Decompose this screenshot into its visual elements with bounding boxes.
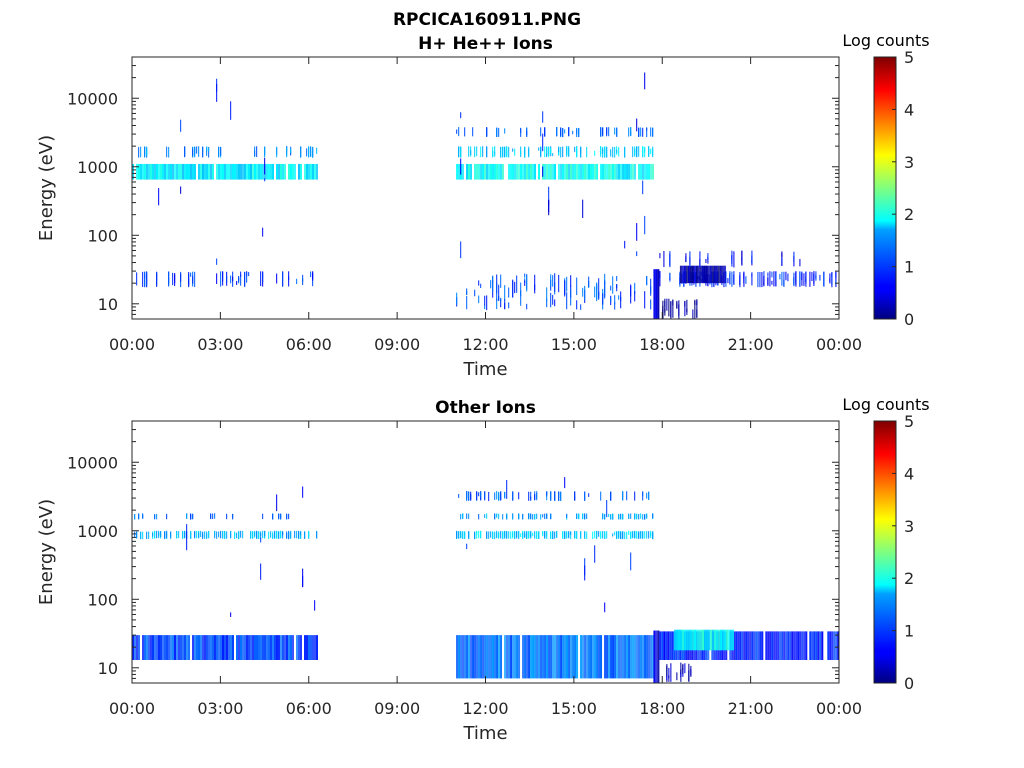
heatmap-feature <box>674 629 735 651</box>
x-tick-label: 00:00 <box>816 699 862 718</box>
heatmap-feature <box>659 250 801 268</box>
panel-other-ions: Other Ions 00:00 03:00 06:00 09:00 12:00 15:00… <box>36 395 930 744</box>
heatmap-feature <box>662 298 698 319</box>
x-axis-label: Time <box>462 723 507 744</box>
colorbar-tick-label: 2 <box>904 569 914 588</box>
heatmap-feature <box>460 72 646 259</box>
heatmap-feature <box>132 163 318 180</box>
y-tick-label: 10000 <box>67 89 118 108</box>
figure-title: RPCICA160911.PNG <box>393 10 581 30</box>
heatmap-feature <box>138 146 318 158</box>
y-tick-label: 1000 <box>77 158 118 177</box>
panel-h-he-ions: H+ He++ Ions 00:00 03:00 06:00 09:00 12:00 15:… <box>36 31 930 380</box>
heatmap-feature <box>456 530 654 540</box>
heatmap-feature <box>653 269 660 319</box>
colorbar-label: Log counts <box>842 395 929 414</box>
colorbar-tick-label: 0 <box>904 674 914 693</box>
x-tick-label: 18:00 <box>639 335 685 354</box>
colorbar-label: Log counts <box>842 31 929 50</box>
x-tick-label: 15:00 <box>551 335 597 354</box>
x-tick-label: 00:00 <box>109 335 155 354</box>
panel-title: Other Ions <box>435 398 536 418</box>
y-tick-label: 10 <box>98 295 118 314</box>
x-tick-label: 06:00 <box>286 335 332 354</box>
heatmap-feature <box>458 146 654 158</box>
heatmap <box>132 477 839 683</box>
heatmap <box>132 72 837 319</box>
x-tick-label: 09:00 <box>374 335 420 354</box>
x-tick-label: 00:00 <box>109 699 155 718</box>
colorbar-tick-label: 0 <box>904 310 914 329</box>
heatmap-feature <box>458 491 650 502</box>
x-tick-label: 06:00 <box>286 699 332 718</box>
x-tick-label: 12:00 <box>462 335 508 354</box>
colorbar-tick-label: 3 <box>904 517 914 536</box>
colorbar-tick-label: 3 <box>904 153 914 172</box>
x-tick-label: 21:00 <box>728 699 774 718</box>
colorbar-tick-label: 2 <box>904 205 914 224</box>
heatmap-feature <box>136 271 314 288</box>
heatmap-feature <box>158 78 266 265</box>
colorbar-tick-label: 1 <box>904 258 914 277</box>
heatmap-feature <box>456 273 652 311</box>
heatmap-feature <box>186 486 316 617</box>
x-tick-label: 09:00 <box>374 699 420 718</box>
y-tick-label: 10 <box>98 659 118 678</box>
colorbar-tick-label: 5 <box>904 412 914 431</box>
colorbar-tick-label: 1 <box>904 622 914 641</box>
colorbar <box>873 420 897 684</box>
colorbar-tick-label: 4 <box>904 464 914 483</box>
heatmap-feature <box>456 127 654 138</box>
panel-title: H+ He++ Ions <box>418 34 553 54</box>
x-tick-label: 12:00 <box>462 699 508 718</box>
heatmap-feature <box>134 513 290 520</box>
y-tick-label: 100 <box>87 590 118 609</box>
y-axis-label: Energy (eV) <box>36 135 57 241</box>
x-axis-label: Time <box>462 359 507 380</box>
x-tick-label: 18:00 <box>639 699 685 718</box>
heatmap-feature <box>653 630 660 683</box>
colorbar-tick-label: 5 <box>904 48 914 67</box>
heatmap-feature <box>456 635 655 679</box>
y-axis-label: Energy (eV) <box>36 499 57 605</box>
y-tick-label: 100 <box>87 226 118 245</box>
x-tick-label: 03:00 <box>197 699 243 718</box>
heatmap-feature <box>666 662 692 682</box>
y-tick-label: 10000 <box>67 453 118 472</box>
x-tick-label: 00:00 <box>816 335 862 354</box>
y-tick-label: 1000 <box>77 522 118 541</box>
colorbar-tick-label: 4 <box>904 100 914 119</box>
heatmap-feature <box>466 477 632 613</box>
heatmap-feature <box>132 635 318 660</box>
heatmap-feature <box>679 265 726 284</box>
x-tick-label: 15:00 <box>551 699 597 718</box>
heatmap-feature <box>456 163 655 180</box>
colorbar <box>873 56 897 320</box>
x-tick-label: 03:00 <box>197 335 243 354</box>
heatmap-feature <box>460 513 654 520</box>
x-tick-label: 21:00 <box>728 335 774 354</box>
